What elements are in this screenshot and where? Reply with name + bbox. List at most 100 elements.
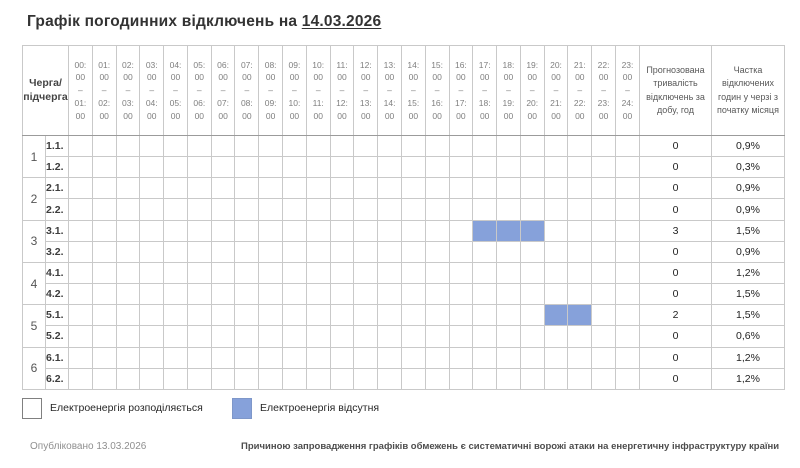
share-value: 1,2% <box>711 261 785 285</box>
hour-cell <box>353 325 379 348</box>
hour-cell <box>115 240 141 263</box>
hour-cell <box>210 240 236 263</box>
hour-cell <box>472 177 498 200</box>
hour-cell <box>377 156 402 179</box>
hour-cell <box>472 367 498 391</box>
legend-label-power-available: Електроенергія розподіляється <box>50 402 203 414</box>
hour-cell <box>377 261 402 285</box>
hour-header-3: 03: 00 – 04: 00 <box>139 45 165 136</box>
hour-cell <box>353 156 379 179</box>
hour-cell <box>353 134 379 158</box>
hour-cell <box>496 325 521 348</box>
hour-cell <box>282 367 307 391</box>
hour-cell <box>139 283 165 306</box>
hour-cell <box>258 198 284 221</box>
legend-swatch-power-absent <box>232 398 252 419</box>
hour-cell <box>210 198 236 221</box>
hour-cell <box>329 325 355 348</box>
hour-cell <box>567 261 593 285</box>
share-value: 1,2% <box>711 367 785 391</box>
hour-cell <box>234 198 260 221</box>
hour-cell <box>163 240 188 263</box>
hour-cell <box>567 134 593 158</box>
hour-cell <box>210 367 236 391</box>
hour-cell <box>448 134 474 158</box>
hour-cell <box>614 177 641 200</box>
forecast-duration-header: Прогнозована тривалість відключень за до… <box>639 45 712 136</box>
hour-cell <box>567 346 593 369</box>
queue-number-1: 1 <box>22 134 46 179</box>
hour-cell <box>282 283 307 306</box>
hour-cell <box>115 198 141 221</box>
hour-cell <box>115 304 141 327</box>
hour-header-19: 19: 00 – 20: 00 <box>519 45 545 136</box>
hour-cell <box>591 156 616 179</box>
outage-cell <box>519 219 545 242</box>
hour-cell <box>400 134 426 158</box>
hour-cell <box>115 325 141 348</box>
hour-cell <box>448 304 474 327</box>
hour-cell <box>377 134 402 158</box>
hour-header-18: 18: 00 – 19: 00 <box>496 45 521 136</box>
hour-cell <box>567 198 593 221</box>
hour-cell <box>91 346 117 369</box>
hour-cell <box>210 346 236 369</box>
hour-cell <box>567 325 593 348</box>
hour-cell <box>591 198 616 221</box>
hour-cell <box>329 198 355 221</box>
hour-cell <box>591 240 616 263</box>
hour-cell <box>496 367 521 391</box>
hour-cell <box>614 219 641 242</box>
legend-label-power-absent: Електроенергія відсутня <box>260 402 380 414</box>
share-value: 0,9% <box>711 134 785 158</box>
hour-header-4: 04: 00 – 05: 00 <box>163 45 188 136</box>
hour-cell <box>139 134 165 158</box>
hour-cell <box>210 304 236 327</box>
hour-cell <box>543 283 569 306</box>
hour-cell <box>543 156 569 179</box>
hour-cell <box>163 134 188 158</box>
hour-cell <box>139 346 165 369</box>
hour-cell <box>496 134 521 158</box>
hour-cell <box>543 346 569 369</box>
subqueue-label: 2.2. <box>45 198 69 221</box>
hour-cell <box>614 304 641 327</box>
hour-cell <box>282 346 307 369</box>
hour-cell <box>424 219 450 242</box>
hour-cell <box>377 219 402 242</box>
hour-cell <box>496 240 521 263</box>
hour-cell <box>472 325 498 348</box>
hour-cell <box>567 283 593 306</box>
hour-cell <box>591 346 616 369</box>
hour-cell <box>258 134 284 158</box>
hour-cell <box>329 261 355 285</box>
hour-header-14: 14: 00 – 15: 00 <box>400 45 426 136</box>
hour-cell <box>258 325 284 348</box>
hour-cell <box>591 219 616 242</box>
hour-cell <box>496 261 521 285</box>
hour-cell <box>353 346 379 369</box>
hour-cell <box>329 367 355 391</box>
hour-cell <box>91 261 117 285</box>
hour-cell <box>496 346 521 369</box>
hour-header-1: 01: 00 – 02: 00 <box>91 45 117 136</box>
duration-value: 0 <box>639 367 712 391</box>
hour-cell <box>400 304 426 327</box>
hour-cell <box>591 283 616 306</box>
subqueue-label: 1.1. <box>45 134 69 158</box>
hour-cell <box>472 134 498 158</box>
hour-cell <box>448 346 474 369</box>
hour-cell <box>424 325 450 348</box>
hour-cell <box>496 304 521 327</box>
duration-value: 0 <box>639 346 712 369</box>
hour-cell <box>68 156 93 179</box>
hour-cell <box>115 367 141 391</box>
hour-cell <box>519 177 545 200</box>
hour-cell <box>68 283 93 306</box>
hour-header-9: 09: 00 – 10: 00 <box>282 45 307 136</box>
hour-cell <box>519 240 545 263</box>
schedule-row-1.2: 1.2. 0 0,3% <box>23 156 785 179</box>
hour-cell <box>353 304 379 327</box>
duration-value: 2 <box>639 304 712 327</box>
